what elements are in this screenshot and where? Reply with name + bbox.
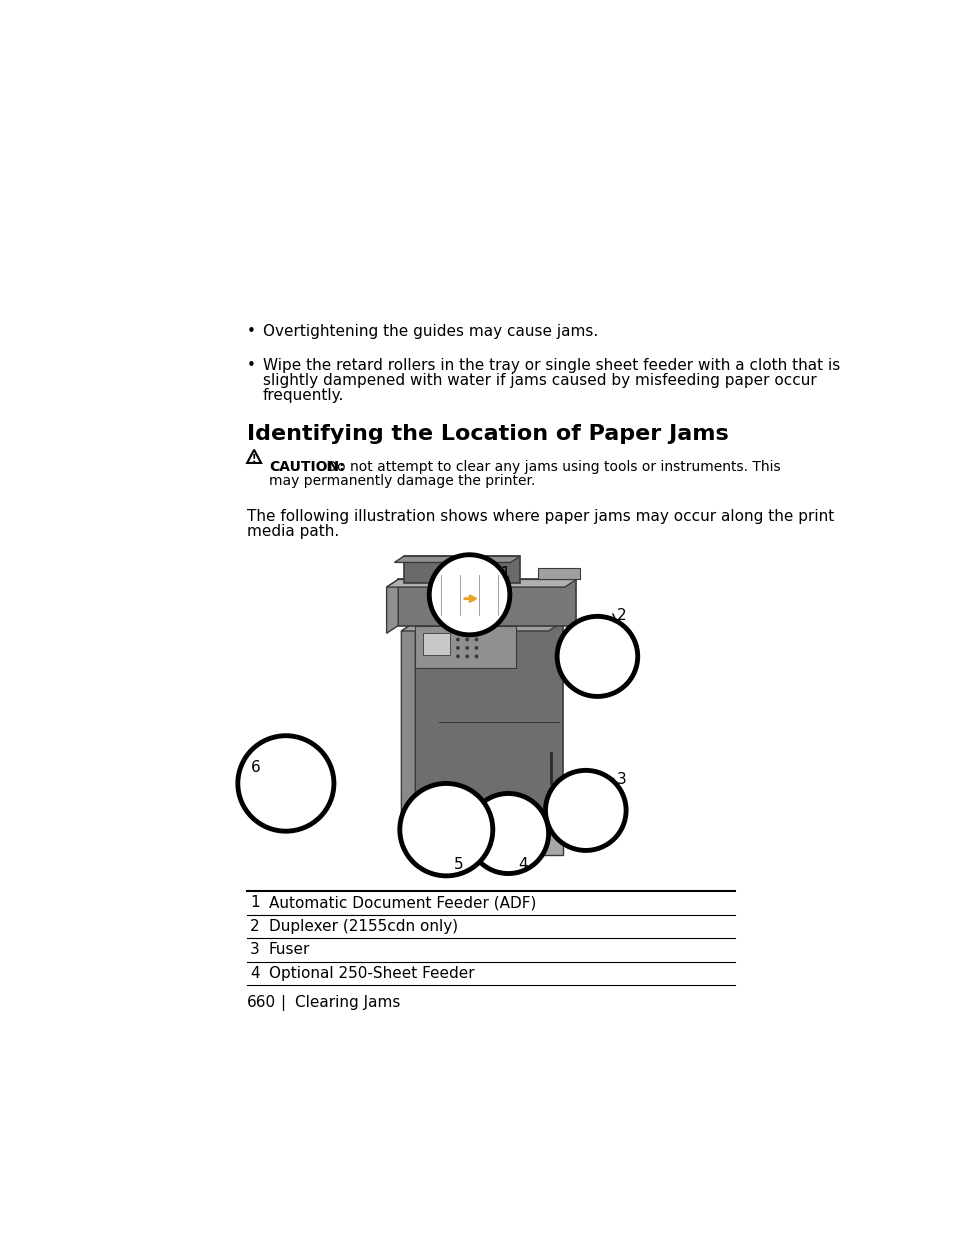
Bar xyxy=(537,568,579,579)
Text: 1: 1 xyxy=(500,567,510,582)
Circle shape xyxy=(545,771,625,851)
Circle shape xyxy=(237,736,334,831)
Text: 2: 2 xyxy=(250,919,259,934)
Circle shape xyxy=(399,783,493,876)
Polygon shape xyxy=(394,556,519,562)
Text: Fuser: Fuser xyxy=(269,942,310,957)
Circle shape xyxy=(468,793,548,873)
Circle shape xyxy=(474,637,478,641)
Text: Do not attempt to clear any jams using tools or instruments. This: Do not attempt to clear any jams using t… xyxy=(321,461,780,474)
Bar xyxy=(415,621,562,826)
Bar xyxy=(397,579,576,626)
Polygon shape xyxy=(386,579,576,587)
Circle shape xyxy=(465,655,469,658)
Circle shape xyxy=(456,646,459,650)
Text: slightly dampened with water if jams caused by misfeeding paper occur: slightly dampened with water if jams cau… xyxy=(262,373,816,388)
Text: Identifying the Location of Paper Jams: Identifying the Location of Paper Jams xyxy=(247,424,728,443)
Circle shape xyxy=(474,646,478,650)
Text: 6: 6 xyxy=(251,761,260,776)
Circle shape xyxy=(429,555,509,635)
Text: 4: 4 xyxy=(517,857,527,872)
Text: Wipe the retard rollers in the tray or single sheet feeder with a cloth that is: Wipe the retard rollers in the tray or s… xyxy=(262,358,839,373)
Text: 2: 2 xyxy=(617,608,626,622)
Circle shape xyxy=(465,637,469,641)
Text: Optional 250-Sheet Feeder: Optional 250-Sheet Feeder xyxy=(269,966,474,981)
Text: Clearing Jams: Clearing Jams xyxy=(294,995,400,1010)
Text: •: • xyxy=(247,324,255,338)
Circle shape xyxy=(465,646,469,650)
Text: |: | xyxy=(279,995,285,1011)
Circle shape xyxy=(456,655,459,658)
Circle shape xyxy=(557,616,637,697)
Text: Overtightening the guides may cause jams.: Overtightening the guides may cause jams… xyxy=(262,324,598,338)
Bar xyxy=(422,634,450,655)
Polygon shape xyxy=(403,826,562,834)
Text: 5: 5 xyxy=(454,857,463,872)
Text: 660: 660 xyxy=(247,995,276,1010)
Text: Automatic Document Feeder (ADF): Automatic Document Feeder (ADF) xyxy=(269,895,536,910)
Circle shape xyxy=(456,637,459,641)
Bar xyxy=(403,556,519,583)
Bar xyxy=(415,826,562,855)
Text: may permanently damage the printer.: may permanently damage the printer. xyxy=(269,474,535,488)
Polygon shape xyxy=(401,621,562,631)
Text: !: ! xyxy=(252,453,256,464)
Text: 1: 1 xyxy=(250,895,259,910)
Text: frequently.: frequently. xyxy=(262,388,344,403)
Text: 4: 4 xyxy=(250,966,259,981)
Polygon shape xyxy=(386,579,397,634)
Text: Duplexer (2155cdn only): Duplexer (2155cdn only) xyxy=(269,919,457,934)
Text: The following illustration shows where paper jams may occur along the print: The following illustration shows where p… xyxy=(247,509,834,524)
Text: •: • xyxy=(247,358,255,373)
Polygon shape xyxy=(401,621,415,835)
Bar xyxy=(415,626,516,668)
Text: media path.: media path. xyxy=(247,524,339,538)
Text: 3: 3 xyxy=(250,942,260,957)
Circle shape xyxy=(474,655,478,658)
Text: CAUTION:: CAUTION: xyxy=(269,461,344,474)
Text: 3: 3 xyxy=(617,772,626,787)
